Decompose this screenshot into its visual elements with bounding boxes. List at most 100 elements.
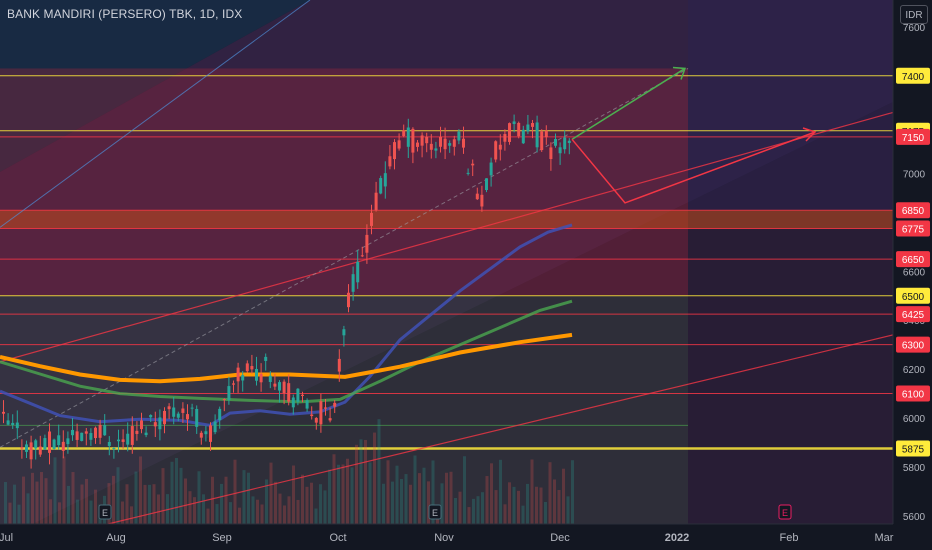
- price-level-badge: [896, 306, 930, 323]
- volume-bar: [449, 471, 453, 524]
- volume-bar: [143, 484, 147, 524]
- volume-bar: [458, 491, 462, 524]
- volume-bar: [512, 486, 516, 524]
- price-level-badge-label: 5875: [902, 445, 925, 456]
- candle-body: [558, 147, 562, 154]
- candle-body: [153, 422, 157, 427]
- volume-bar: [233, 459, 237, 524]
- price-scale[interactable]: 5600580060006200640066007000760074007175…: [892, 0, 932, 550]
- time-tick-label: Jul: [0, 532, 13, 544]
- candle-body: [190, 407, 194, 409]
- candle-body: [34, 440, 38, 449]
- volume-bar: [377, 419, 381, 524]
- price-level-badge-label: 6650: [902, 255, 925, 266]
- price-level-badge: [896, 336, 930, 353]
- price-tick-label: 5600: [903, 512, 926, 523]
- volume-bar: [4, 482, 7, 524]
- volume-bar: [319, 484, 322, 524]
- candle-body: [416, 142, 419, 147]
- volume-bar: [17, 504, 21, 524]
- candle-body: [218, 408, 222, 421]
- symbol-title: BANK MANDIRI (PERSERO) TBK, 1D, IDX: [7, 7, 243, 21]
- candle-body: [213, 421, 217, 433]
- volume-bar: [521, 505, 525, 524]
- volume-bar: [409, 484, 412, 524]
- candlesticks: [2, 114, 571, 469]
- volume-bar: [440, 483, 444, 524]
- volume-bar: [314, 508, 318, 524]
- candle-body: [544, 130, 548, 138]
- arrow-head-green: [672, 66, 687, 80]
- candle-body: [94, 427, 97, 439]
- volume-bar: [292, 465, 295, 524]
- candle-body: [199, 432, 203, 438]
- volume-bar: [49, 499, 52, 524]
- volume-bar: [112, 475, 115, 524]
- candle-body: [278, 382, 281, 391]
- volume-bar: [265, 479, 268, 524]
- channel-zones: [0, 0, 893, 524]
- price-tick-label: 6200: [903, 365, 926, 376]
- volume-bar: [220, 483, 223, 524]
- earnings-marker-label: E: [782, 508, 788, 518]
- volume-bar: [274, 481, 277, 524]
- volume-bar: [148, 484, 151, 524]
- candle-body: [347, 292, 350, 308]
- volume-bar: [188, 491, 192, 524]
- volume-bar: [359, 439, 363, 524]
- candle-body: [356, 261, 360, 283]
- candle-body: [287, 383, 291, 402]
- candle-body: [503, 134, 507, 142]
- volume-bar: [350, 467, 354, 524]
- volume-bar: [422, 467, 426, 524]
- candle-body: [360, 255, 364, 257]
- volume-bar: [427, 481, 430, 524]
- price-level-badge-label: 6425: [902, 310, 925, 321]
- time-scale[interactable]: Jul Aug Sep Oct Nov Dec 2022 Feb Mar: [0, 523, 894, 550]
- volume-bar: [283, 505, 286, 524]
- candle-body: [52, 439, 56, 449]
- volume-bar: [287, 496, 291, 524]
- candle-body: [337, 358, 341, 372]
- volume-bar: [94, 489, 97, 524]
- candle-body: [480, 194, 484, 207]
- volume-bar: [472, 498, 475, 524]
- volume-bar: [530, 459, 534, 524]
- candle-body: [204, 431, 208, 435]
- earnings-marker: [428, 504, 442, 520]
- price-level-badge-label: 6775: [902, 225, 925, 236]
- volume-bar: [62, 456, 66, 524]
- volume-bar: [485, 476, 489, 524]
- time-tick-label: Nov: [434, 532, 454, 544]
- price-level-badge: [896, 385, 930, 402]
- candle-body: [43, 438, 47, 450]
- price-tick-label: 7000: [903, 170, 926, 181]
- candle-body: [383, 173, 387, 187]
- volume-bar: [490, 463, 493, 524]
- volume-bar: [134, 471, 138, 524]
- volume-bar: [310, 482, 313, 524]
- volume-bar: [58, 502, 61, 524]
- candle-body: [66, 438, 70, 445]
- volume-bar: [395, 465, 399, 524]
- volume-bar: [130, 506, 133, 524]
- candle-body: [282, 381, 286, 393]
- price-level-badge: [896, 67, 930, 84]
- candle-body: [310, 414, 314, 417]
- candle-body: [305, 400, 309, 409]
- currency-label[interactable]: IDR: [900, 5, 928, 24]
- volume-bar: [80, 484, 84, 524]
- candle-body: [462, 138, 465, 148]
- candle-body: [388, 156, 392, 167]
- candle-body: [20, 447, 24, 449]
- volume-bar: [179, 467, 183, 524]
- candle-body: [186, 414, 189, 420]
- candle-body: [397, 140, 401, 149]
- volume-bar: [121, 501, 124, 524]
- price-level-badge: [896, 202, 930, 219]
- price-tick-label: 6000: [903, 414, 926, 425]
- volume-bar: [418, 473, 421, 524]
- earnings-marker: [98, 504, 112, 520]
- volume-bar: [463, 456, 466, 524]
